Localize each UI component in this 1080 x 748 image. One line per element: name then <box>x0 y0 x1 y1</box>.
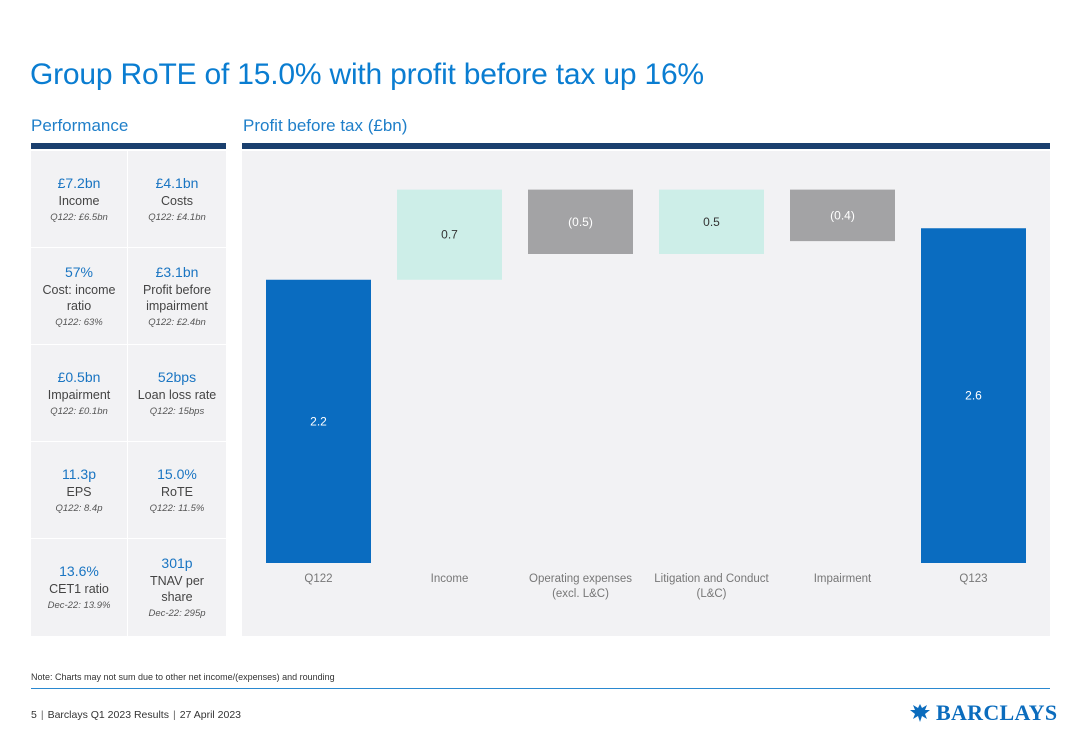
bar-q123 <box>921 228 1026 563</box>
category-label: Q123 <box>959 573 987 585</box>
data-label: 2.6 <box>965 389 982 403</box>
kpi-comparison: Dec-22: 13.9% <box>47 600 111 611</box>
chart-divider <box>242 143 1050 149</box>
kpi-label: Income <box>58 193 100 208</box>
kpi-comparison: Q122: 11.5% <box>149 502 205 514</box>
eagle-icon <box>910 704 930 722</box>
data-label: 2.2 <box>310 414 327 428</box>
footnote: Note: Charts may not sum due to other ne… <box>31 672 335 682</box>
kpi-value: 57% <box>64 263 94 280</box>
data-label: (0.5) <box>568 215 593 229</box>
performance-panel: £7.2bn Income Q122: £6.5bn £4.1bn Costs … <box>31 151 226 636</box>
kpi-comparison: Q122: £2.4bn <box>148 316 206 328</box>
kpi-comparison: Q122: £0.1bn <box>50 405 108 417</box>
chart-heading: Profit before tax (£bn) <box>243 116 408 135</box>
category-label: Impairment <box>814 573 872 585</box>
page-title: Group RoTE of 15.0% with profit before t… <box>30 58 704 91</box>
category-label: Income <box>431 573 469 585</box>
bar-operating-expenses-excl-l-c <box>528 189 633 254</box>
barclays-logo: BARCLAYS <box>908 700 1057 726</box>
kpi-costs: £4.1bn Costs Q122: £4.1bn <box>128 151 226 248</box>
bar-impairment <box>790 189 895 242</box>
deck-title: Barclays Q1 2023 Results <box>47 709 169 721</box>
kpi-value: 15.0% <box>157 465 197 482</box>
bar-litigation-and-conduct-l-c <box>659 189 764 254</box>
kpi-label: CET1 ratio <box>49 582 109 596</box>
kpi-value: £0.5bn <box>57 368 101 385</box>
data-label: (0.4) <box>830 208 855 222</box>
category-label: (L&C) <box>696 588 726 600</box>
data-label: 0.5 <box>703 215 720 229</box>
kpi-label: Cost: income ratio <box>42 282 116 313</box>
kpi-label: RoTE <box>161 484 193 499</box>
kpi-value: £7.2bn <box>57 174 101 191</box>
data-label: 0.7 <box>441 228 458 242</box>
footer-divider <box>31 688 1050 689</box>
kpi-impairment: £0.5bn Impairment Q122: £0.1bn <box>31 345 128 442</box>
kpi-eps: 11.3p EPS Q122: 8.4p <box>31 442 128 539</box>
kpi-value: £3.1bn <box>155 263 199 280</box>
waterfall-chart: 2.2 Q122 0.7 Income (0.5) Operating expenses (… <box>266 189 1026 600</box>
category-label: Operating expenses <box>529 573 632 585</box>
kpi-cost-income-ratio: 57% Cost: income ratio Q122: 63% <box>31 248 128 345</box>
kpi-loan-loss-rate: 52bps Loan loss rate Q122: 15bps <box>128 345 226 442</box>
kpi-cet1-ratio: 13.6% CET1 ratio Dec-22: 13.9% <box>31 539 128 636</box>
kpi-label: EPS <box>66 484 92 499</box>
kpi-comparison: Q122: 15bps <box>149 405 205 417</box>
chart-panel <box>242 151 1050 636</box>
performance-divider <box>31 143 226 149</box>
category-label: Q122 <box>304 573 332 585</box>
kpi-value: 301p <box>161 555 193 571</box>
kpi-value: 52bps <box>157 368 197 385</box>
kpi-comparison: Dec-22: 295p <box>148 608 206 619</box>
logo-wordmark: BARCLAYS <box>936 700 1058 725</box>
kpi-rote: 15.0% RoTE Q122: 11.5% <box>128 442 226 539</box>
category-label: (excl. L&C) <box>552 588 609 600</box>
presentation-date: 27 April 2023 <box>179 709 242 721</box>
page-number: 5 <box>31 709 37 721</box>
kpi-income: £7.2bn Income Q122: £6.5bn <box>31 151 128 248</box>
kpi-label: Profit before impairment <box>142 282 212 313</box>
category-label: Litigation and Conduct <box>654 573 769 585</box>
performance-heading: Performance <box>31 116 129 135</box>
bar-q122 <box>266 279 371 563</box>
kpi-comparison: Q122: £6.5bn <box>50 211 108 223</box>
kpi-value: 11.3p <box>62 465 96 482</box>
kpi-label: Impairment <box>47 387 111 402</box>
kpi-comparison: Q122: 8.4p <box>55 502 103 514</box>
footer: 5 | Barclays Q1 2023 Results | 27 April 2023 <box>31 709 242 721</box>
kpi-label: Costs <box>161 193 193 208</box>
bar-income <box>397 189 502 280</box>
kpi-tnav-per-share: 301p TNAV per share Dec-22: 295p <box>128 539 226 636</box>
kpi-comparison: Q122: 63% <box>55 316 103 328</box>
kpi-profit-before-impairment: £3.1bn Profit before impairment Q122: £2… <box>128 248 226 345</box>
kpi-value: 13.6% <box>59 563 99 579</box>
kpi-label: TNAV per share <box>150 574 204 604</box>
kpi-comparison: Q122: £4.1bn <box>148 211 206 223</box>
kpi-label: Loan loss rate <box>137 387 217 402</box>
kpi-value: £4.1bn <box>155 174 199 191</box>
